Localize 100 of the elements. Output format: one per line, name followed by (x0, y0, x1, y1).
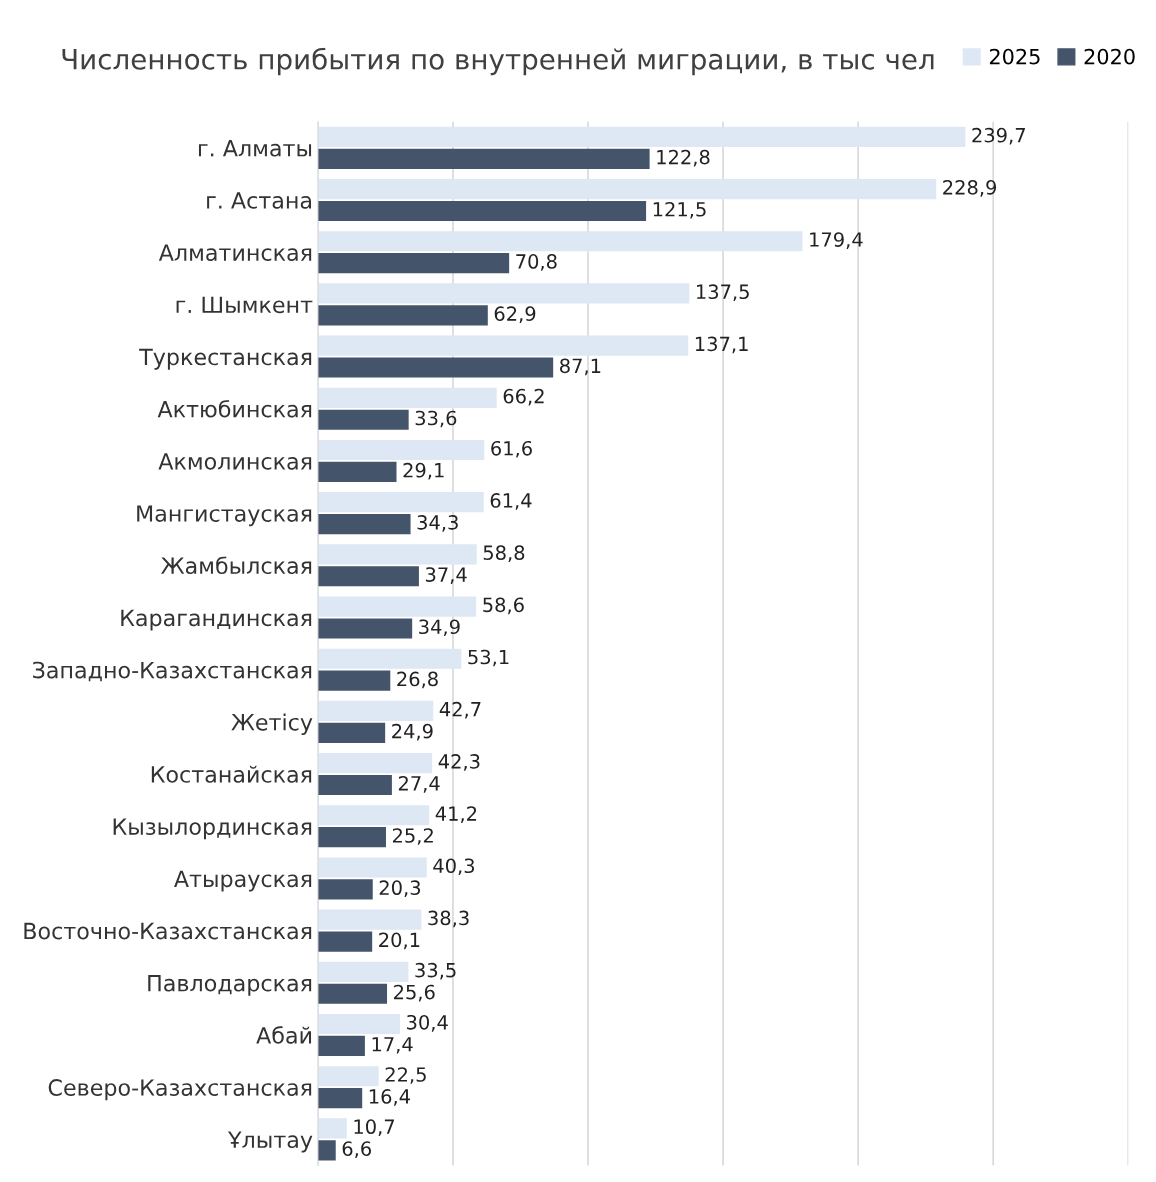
data-label: 16,4 (369, 1089, 410, 1106)
y-tick-label: Ұлытау (227, 1131, 313, 1153)
data-label: 29,1 (403, 462, 444, 480)
data-label: 24,9 (392, 723, 433, 741)
bar (317, 753, 433, 774)
bar (317, 961, 409, 982)
bar (317, 931, 373, 952)
bar (317, 178, 937, 200)
data-label: 179,4 (810, 232, 863, 249)
bar (317, 805, 430, 826)
data-label: 70,8 (516, 254, 557, 271)
y-tick-label: Туркестанская (139, 348, 312, 370)
data-label: 87,1 (560, 358, 601, 376)
y-tick-label: Атырауская (174, 870, 312, 892)
data-label: 25,2 (392, 828, 433, 845)
data-label: 34,9 (419, 619, 460, 637)
data-label: 30,4 (407, 1014, 448, 1032)
y-tick-label: Северо-Казахстанская (48, 1079, 312, 1101)
data-label: 37,4 (425, 567, 467, 584)
data-label: 42,7 (439, 701, 481, 719)
data-label: 17,4 (372, 1037, 413, 1054)
y-tick-label: Жамбылская (161, 556, 312, 575)
data-label: 239,7 (972, 127, 1025, 145)
data-label: 20,1 (379, 932, 420, 950)
y-tick-label: г. Астана (207, 192, 312, 209)
bar (317, 670, 391, 691)
data-label: 53,1 (468, 649, 509, 667)
bar (317, 1140, 336, 1161)
legend-label: 2025 (989, 48, 1040, 65)
data-label: 58,6 (483, 597, 524, 615)
bar (317, 700, 434, 721)
data-label: 34,3 (417, 515, 458, 532)
bar (317, 492, 484, 513)
bar (317, 1013, 401, 1035)
bar (317, 461, 397, 482)
y-tick-label: г. Шымкент (176, 296, 313, 314)
y-tick-label: Алматинская (158, 244, 312, 261)
bar (317, 231, 803, 252)
bar (317, 596, 477, 617)
data-label: 20,3 (379, 880, 421, 898)
bar (317, 827, 386, 848)
y-tick-label: г. Алматы (198, 140, 312, 157)
bar (317, 909, 422, 930)
y-tick-label: Жетісу (231, 713, 313, 735)
data-label: 121,5 (653, 201, 706, 219)
bar (317, 305, 488, 326)
bar (317, 857, 427, 878)
data-label: 25,6 (394, 984, 435, 1002)
data-label: 38,3 (428, 910, 469, 928)
data-label: 62,9 (494, 306, 536, 323)
data-label: 228,9 (943, 180, 997, 197)
bar (317, 1035, 365, 1057)
data-label: 40,3 (433, 858, 475, 876)
data-label: 33,6 (415, 410, 457, 428)
bar (317, 983, 388, 1004)
data-label: 33,5 (415, 962, 456, 980)
bar (317, 439, 485, 461)
data-label: 42,3 (438, 754, 480, 771)
bar (317, 1066, 379, 1087)
data-label: 41,2 (435, 806, 477, 823)
bar (317, 148, 650, 169)
data-label: 122,8 (657, 149, 710, 167)
y-tick-label: Восточно-Казахстанская (24, 922, 312, 940)
data-label: 58,8 (483, 545, 525, 562)
y-tick-label: Павлодарская (148, 975, 312, 996)
legend-label: 2020 (1084, 48, 1135, 65)
data-label: 6,6 (342, 1141, 371, 1158)
bar (317, 200, 647, 222)
bar (317, 618, 413, 639)
bar (317, 774, 392, 796)
data-label: 22,5 (385, 1067, 426, 1084)
y-tick-label: Мангистауская (137, 505, 312, 527)
y-tick-label: Карагандинская (121, 609, 312, 631)
bar (317, 648, 462, 669)
bar (317, 387, 497, 408)
bar (317, 566, 419, 587)
data-label: 10,7 (354, 1119, 394, 1137)
chart-title: Численность прибытия по внутренней миграции, в тыс чел (62, 47, 934, 76)
bar (317, 879, 373, 900)
y-tick-label: Акмолинская (158, 453, 312, 470)
bar (317, 722, 386, 743)
y-tick-label: Западно-Казахстанская (33, 661, 312, 682)
bar (317, 126, 966, 147)
y-tick-label: Актюбинская (157, 399, 312, 418)
data-label: 27,4 (398, 775, 440, 793)
bar (317, 1118, 347, 1139)
bar (317, 335, 689, 356)
bar (317, 409, 409, 430)
data-label: 61,4 (490, 493, 532, 510)
bar (317, 1088, 363, 1109)
y-tick-label: Абай (256, 1026, 312, 1044)
bar (317, 253, 510, 274)
data-label: 137,5 (697, 284, 749, 302)
bar (317, 283, 690, 304)
data-label: 66,2 (503, 388, 544, 406)
y-tick-label: Кызылординская (113, 818, 312, 840)
bar (317, 544, 477, 565)
bar (317, 357, 554, 378)
bar (317, 514, 411, 535)
data-label: 26,8 (397, 671, 438, 689)
